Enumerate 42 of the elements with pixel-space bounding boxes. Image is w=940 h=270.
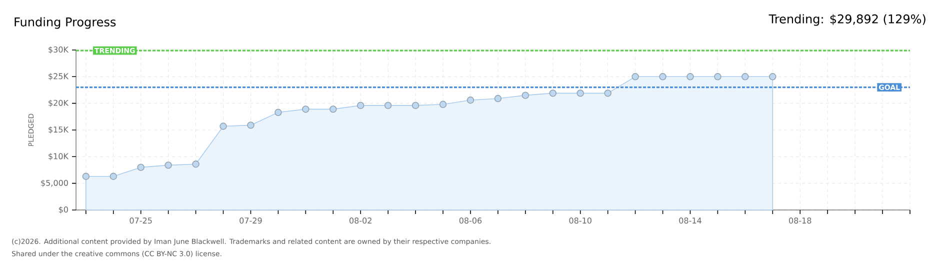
point — [384, 102, 392, 110]
point — [330, 106, 337, 113]
y-tick-label: $20K — [48, 100, 69, 107]
point — [686, 73, 694, 80]
y-tick-label: $0 — [58, 206, 68, 214]
point — [164, 162, 172, 169]
point — [439, 100, 447, 108]
point — [247, 122, 254, 129]
x-tick-label: 08-06 — [459, 218, 482, 224]
y-tick-label: $5,000 — [41, 180, 68, 187]
point — [466, 96, 474, 104]
point — [110, 172, 117, 180]
x-tick-label: 08-14 — [679, 218, 702, 224]
x-tick-label: 07-29 — [240, 218, 262, 224]
point — [769, 73, 776, 80]
point — [494, 94, 502, 102]
y-tick-label: $15K — [48, 126, 69, 134]
point — [357, 102, 364, 110]
y-tick-label: $25K — [48, 73, 69, 80]
point — [632, 73, 639, 80]
y-tick-label: $30K — [48, 46, 69, 54]
point — [659, 73, 666, 80]
x-tick-label: 07-25 — [130, 218, 152, 224]
point — [82, 172, 90, 180]
chart-title: Funding Progress — [14, 17, 116, 29]
chart-subtitle: Trending: $29,892 (129%) — [768, 14, 926, 26]
point — [220, 122, 227, 130]
point — [302, 106, 310, 113]
point — [576, 90, 584, 97]
point — [137, 164, 144, 171]
x-tick-label: 08-18 — [789, 218, 812, 224]
point — [714, 73, 722, 80]
point — [192, 160, 200, 168]
x-tick-label: 08-02 — [350, 218, 372, 224]
point — [522, 92, 530, 99]
point — [274, 108, 282, 116]
y-tick-label: $10K — [48, 153, 69, 160]
point — [549, 90, 556, 97]
point — [742, 73, 749, 80]
x-tick-label: 08-10 — [569, 218, 592, 224]
point — [412, 102, 420, 110]
point — [604, 90, 612, 97]
